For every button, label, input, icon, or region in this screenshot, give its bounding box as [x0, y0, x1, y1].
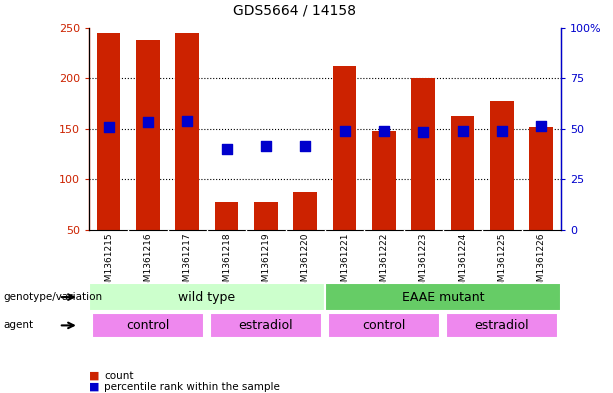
Bar	[451, 116, 474, 230]
Text: GSM1361220: GSM1361220	[301, 233, 310, 293]
Bar	[89, 283, 325, 311]
Text: estradiol: estradiol	[474, 319, 529, 332]
Text: control: control	[126, 319, 170, 332]
Text: wild type: wild type	[178, 290, 235, 304]
Text: GSM1361219: GSM1361219	[261, 233, 270, 293]
Text: GSM1361218: GSM1361218	[222, 233, 231, 293]
Bar	[254, 202, 278, 230]
Point	[300, 143, 310, 149]
Point	[143, 118, 153, 125]
Bar	[325, 283, 561, 311]
Text: GDS5664 / 14158: GDS5664 / 14158	[233, 4, 356, 18]
Text: ■: ■	[89, 382, 99, 392]
Bar	[490, 101, 514, 230]
Point	[222, 146, 232, 152]
Bar	[333, 66, 356, 230]
Text: GSM1361215: GSM1361215	[104, 233, 113, 293]
Bar	[446, 313, 558, 338]
Text: control: control	[362, 319, 406, 332]
Point	[458, 128, 468, 134]
Text: GSM1361226: GSM1361226	[537, 233, 546, 293]
Text: GSM1361224: GSM1361224	[458, 233, 467, 293]
Point	[536, 123, 546, 129]
Text: estradiol: estradiol	[238, 319, 293, 332]
Point	[340, 128, 349, 134]
Bar	[530, 127, 553, 230]
Point	[418, 129, 428, 135]
Text: GSM1361225: GSM1361225	[497, 233, 506, 293]
Text: genotype/variation: genotype/variation	[3, 292, 102, 302]
Point	[497, 128, 507, 134]
Bar	[294, 193, 317, 230]
Bar	[97, 33, 120, 230]
Bar	[411, 78, 435, 230]
Text: agent: agent	[3, 320, 33, 331]
Bar	[175, 33, 199, 230]
Bar	[372, 131, 395, 230]
Text: ■: ■	[89, 371, 99, 381]
Text: GSM1361222: GSM1361222	[379, 233, 389, 293]
Bar	[215, 202, 238, 230]
Text: percentile rank within the sample: percentile rank within the sample	[104, 382, 280, 392]
Bar	[92, 313, 204, 338]
Text: GSM1361223: GSM1361223	[419, 233, 428, 293]
Point	[104, 123, 113, 130]
Text: GSM1361221: GSM1361221	[340, 233, 349, 293]
Text: GSM1361216: GSM1361216	[143, 233, 153, 293]
Point	[261, 143, 271, 149]
Point	[182, 118, 192, 124]
Bar	[136, 40, 159, 230]
Bar	[328, 313, 440, 338]
Text: count: count	[104, 371, 134, 381]
Text: EAAE mutant: EAAE mutant	[402, 290, 484, 304]
Text: GSM1361217: GSM1361217	[183, 233, 192, 293]
Point	[379, 128, 389, 134]
Bar	[210, 313, 322, 338]
